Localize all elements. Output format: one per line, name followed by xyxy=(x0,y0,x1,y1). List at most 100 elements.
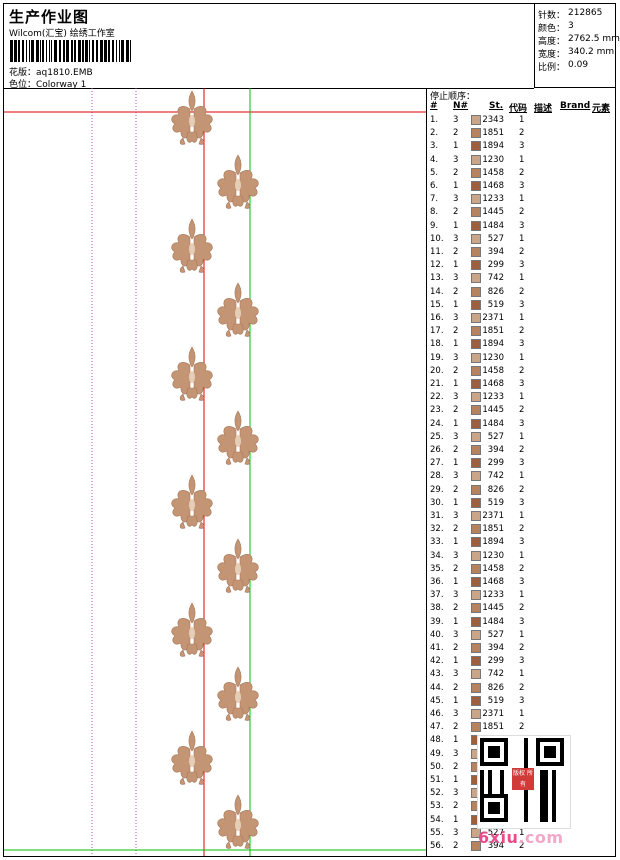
row-stitches: 1484 xyxy=(482,418,504,429)
row-index: 14. xyxy=(430,286,444,297)
row-needle: 3 xyxy=(453,550,459,561)
row-index: 53. xyxy=(430,801,444,812)
row-code: 2 xyxy=(519,445,525,455)
row-needle: 1 xyxy=(453,339,459,350)
color-swatch xyxy=(471,339,481,350)
row-code: 3 xyxy=(519,695,525,706)
row-code: 1 xyxy=(519,550,525,561)
row-code: 2 xyxy=(519,365,525,376)
barcode xyxy=(10,40,131,62)
row-needle: 3 xyxy=(453,273,459,284)
row-index: 45. xyxy=(430,695,444,706)
row-stitches: 1230 xyxy=(482,550,504,561)
stat-stitches: 针数： 212865 xyxy=(538,8,603,21)
table-row: 2. 2 1851 2 xyxy=(427,127,615,140)
color-swatch xyxy=(471,273,481,284)
row-index: 35. xyxy=(430,563,444,574)
row-needle: 1 xyxy=(453,141,459,152)
row-index: 43. xyxy=(430,669,444,680)
color-swatch xyxy=(471,682,481,693)
colorway-value: Colorway 1 xyxy=(36,80,87,90)
embroidery-motif xyxy=(171,730,213,785)
table-row: 31. 3 2371 1 xyxy=(427,510,615,523)
table-row: 46. 3 2371 1 xyxy=(427,708,615,721)
row-stitches: 1484 xyxy=(482,616,504,627)
row-index: 17. xyxy=(430,326,444,337)
row-needle: 2 xyxy=(453,643,459,653)
row-code: 3 xyxy=(519,260,525,271)
row-stitches: 1445 xyxy=(482,405,504,416)
color-swatch xyxy=(471,550,481,561)
color-swatch xyxy=(471,167,481,178)
row-needle: 3 xyxy=(453,431,459,442)
row-code: 1 xyxy=(519,154,525,165)
embroidery-motif xyxy=(217,410,259,465)
row-index: 42. xyxy=(430,656,444,667)
table-row: 11. 2 394 2 xyxy=(427,246,615,259)
row-needle: 2 xyxy=(453,445,459,455)
color-swatch xyxy=(471,629,481,640)
embroidery-motif xyxy=(217,794,259,849)
row-code: 1 xyxy=(519,273,525,284)
table-row: 24. 1 1484 3 xyxy=(427,418,615,431)
color-swatch xyxy=(471,405,481,416)
row-needle: 1 xyxy=(453,379,459,389)
sheet-frame xyxy=(3,3,616,857)
row-stitches: 527 xyxy=(487,431,504,442)
row-stitches: 1851 xyxy=(482,326,504,337)
row-stitches: 1468 xyxy=(482,379,504,389)
row-index: 11. xyxy=(430,247,444,257)
color-swatch xyxy=(471,524,481,535)
color-swatch xyxy=(471,722,481,733)
row-index: 49. xyxy=(430,748,444,759)
row-code: 1 xyxy=(519,709,525,719)
row-needle: 3 xyxy=(453,313,459,323)
row-needle: 1 xyxy=(453,220,459,231)
row-needle: 2 xyxy=(453,365,459,376)
row-index: 18. xyxy=(430,339,444,350)
row-stitches: 1894 xyxy=(482,141,504,152)
row-index: 44. xyxy=(430,682,444,693)
stop-sequence-title: 停止顺序： xyxy=(430,92,476,102)
row-needle: 3 xyxy=(453,233,459,244)
color-swatch xyxy=(471,220,481,231)
row-needle: 3 xyxy=(453,629,459,640)
row-needle: 3 xyxy=(453,511,459,521)
row-stitches: 519 xyxy=(487,695,504,706)
site-watermark: 6xiu.com xyxy=(478,828,564,847)
row-needle: 2 xyxy=(453,247,459,257)
row-index: 4. xyxy=(430,154,439,165)
row-needle: 3 xyxy=(453,154,459,165)
row-code: 2 xyxy=(519,484,525,495)
row-code: 3 xyxy=(519,418,525,429)
table-row: 42. 1 299 3 xyxy=(427,655,615,668)
row-index: 55. xyxy=(430,827,444,838)
row-index: 24. xyxy=(430,418,444,429)
row-stitches: 742 xyxy=(487,669,504,680)
row-needle: 2 xyxy=(453,286,459,297)
table-row: 29. 2 826 2 xyxy=(427,484,615,497)
row-needle: 1 xyxy=(453,418,459,429)
embroidery-motif xyxy=(171,474,213,529)
row-code: 3 xyxy=(519,616,525,627)
embroidery-motif xyxy=(171,346,213,401)
table-row: 13. 3 742 1 xyxy=(427,272,615,285)
table-row: 1. 3 2343 1 xyxy=(427,114,615,127)
embroidery-motif xyxy=(171,218,213,273)
color-swatch xyxy=(471,379,481,389)
table-row: 25. 3 527 1 xyxy=(427,431,615,444)
row-stitches: 2371 xyxy=(482,511,504,521)
row-index: 16. xyxy=(430,313,444,323)
colorway-line: 色位：Colorway 1 xyxy=(9,77,86,90)
stat-scale: 比例： 0.09 xyxy=(538,60,589,73)
table-row: 4. 3 1230 1 xyxy=(427,154,615,167)
row-needle: 3 xyxy=(453,669,459,680)
colorway-label: 色位： xyxy=(9,80,37,90)
row-needle: 3 xyxy=(453,471,459,482)
row-stitches: 826 xyxy=(487,682,504,693)
color-swatch xyxy=(471,827,481,838)
row-needle: 2 xyxy=(453,405,459,416)
header-left: 生产作业图 Wilcom(汇宝) 绘绣工作室 花版：aq1810.EMB 色位：… xyxy=(4,4,534,90)
row-code: 1 xyxy=(519,827,525,838)
row-needle: 2 xyxy=(453,326,459,337)
